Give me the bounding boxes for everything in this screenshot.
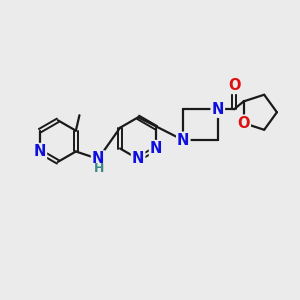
Text: N: N	[150, 141, 162, 156]
Text: O: O	[228, 78, 240, 93]
Text: N: N	[132, 152, 144, 166]
Text: N: N	[34, 144, 46, 159]
Text: N: N	[92, 152, 104, 166]
Text: O: O	[237, 116, 250, 130]
Text: N: N	[212, 102, 224, 117]
Text: H: H	[94, 162, 104, 175]
Text: N: N	[177, 133, 190, 148]
